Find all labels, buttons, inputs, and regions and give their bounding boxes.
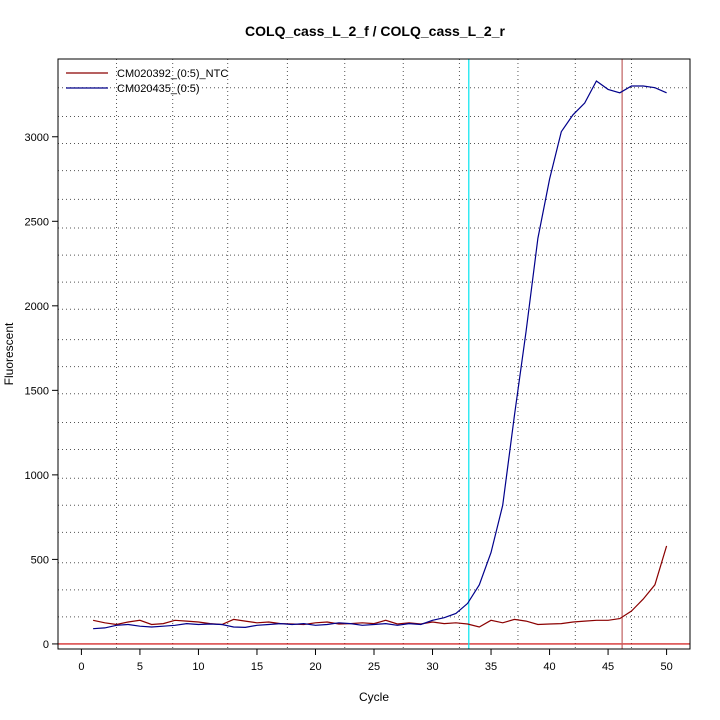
grid: [58, 59, 690, 649]
x-tick-label: 40: [543, 661, 555, 673]
y-tick-label: 1000: [25, 470, 49, 482]
x-tick-label: 25: [368, 661, 380, 673]
x-tick-label: 10: [192, 661, 204, 673]
y-axis-label: Fluorescent: [2, 322, 16, 385]
y-axis: 0 500 1000 1500 2000 2500 3000: [25, 132, 59, 651]
series-line-2: [93, 80, 667, 630]
x-tick-label: 50: [660, 661, 672, 673]
legend-label-2: CM020435_(0:5): [117, 83, 200, 95]
y-tick-label: 3000: [25, 132, 49, 144]
x-tick-label: 35: [485, 661, 497, 673]
vertical-markers: [58, 59, 690, 649]
x-tick-label: 30: [426, 661, 438, 673]
x-tick-label: 0: [78, 661, 84, 673]
x-tick-label: 20: [309, 661, 321, 673]
x-axis: 0 5 10 15 20 25 30 35 40 45 50: [78, 648, 673, 673]
x-tick-label: 5: [137, 661, 143, 673]
plot-frame: [57, 58, 691, 650]
y-tick-label: 2500: [25, 216, 49, 228]
y-tick-label: 500: [31, 554, 49, 566]
chart-title: COLQ_cass_L_2_f / COLQ_cass_L_2_r: [245, 23, 505, 39]
y-tick-label: 0: [43, 639, 49, 651]
series-lines: [92, 80, 668, 630]
y-tick-label: 2000: [25, 301, 49, 313]
legend: CM020392_(0:5)_NTC CM020435_(0:5): [66, 68, 228, 95]
x-axis-label: Cycle: [359, 690, 389, 704]
x-tick-label: 45: [602, 661, 614, 673]
legend-label-1: CM020392_(0:5)_NTC: [117, 68, 228, 80]
x-tick-label: 15: [251, 661, 263, 673]
series-line-1: [92, 545, 668, 628]
y-tick-label: 1500: [25, 385, 49, 397]
